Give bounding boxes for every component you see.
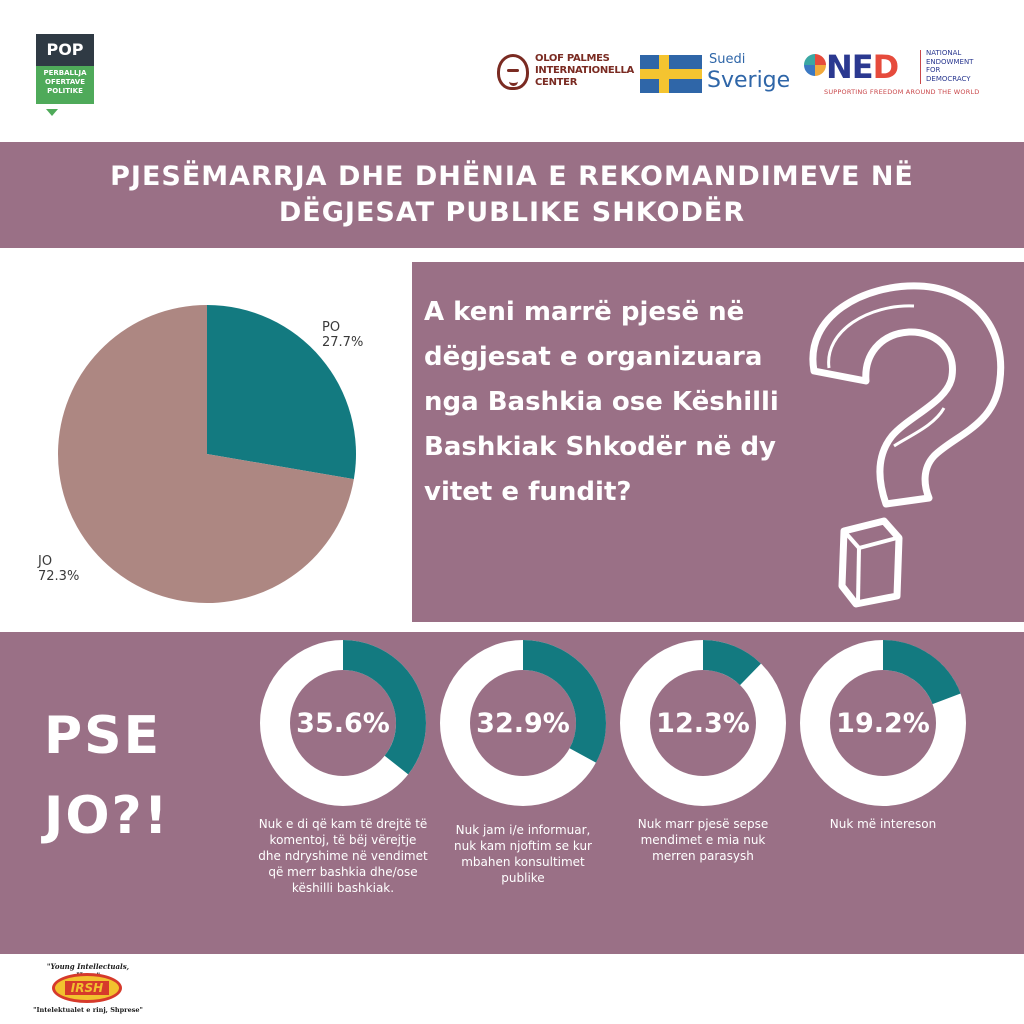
- swedish-flag-icon: [640, 55, 702, 93]
- olof-palme-text: OLOF PALMES INTERNATIONELLA CENTER: [535, 53, 634, 89]
- pie-slice-po: [207, 305, 356, 480]
- ned-description: NATIONAL ENDOWMENT FOR DEMOCRACY: [926, 49, 973, 83]
- donut-segment: [260, 640, 426, 806]
- ned-desc-line: ENDOWMENT: [926, 57, 974, 66]
- ned-wordmark: NED: [826, 48, 900, 86]
- ned-logo: NED NATIONAL ENDOWMENT FOR DEMOCRACY SUP…: [804, 48, 994, 98]
- ned-letter: N: [826, 48, 853, 86]
- portrait-icon: [497, 54, 529, 90]
- reason-donut: 12.3%: [618, 638, 788, 808]
- olof-palme-center-logo: OLOF PALMES INTERNATIONELLA CENTER: [497, 52, 634, 94]
- pie-label-name: JO: [38, 554, 53, 569]
- pop-logo-line: OFERTAVE: [45, 78, 85, 86]
- pop-logo-text: PERBALLJA OFERTAVE POLITIKE: [36, 66, 94, 104]
- donut-value: 12.3%: [656, 707, 750, 739]
- page-title: PJESËMARRJA DHE DHËNIA E REKOMANDIMEVE N…: [110, 161, 914, 228]
- donut-segment: [620, 640, 786, 806]
- speech-tail-icon: [46, 109, 58, 116]
- donut-chart: [260, 640, 426, 806]
- reason-donut: 32.9%: [438, 638, 608, 808]
- reason-donut: 19.2%: [798, 638, 968, 808]
- donut-caption: Nuk e di që kam të drejtë të komentoj, t…: [258, 817, 428, 895]
- ned-desc-line: DEMOCRACY: [926, 74, 971, 83]
- sweden-small-text: Suedi: [709, 52, 746, 67]
- olof-line: INTERNATIONELLA: [535, 65, 635, 76]
- donut-value: 19.2%: [836, 707, 930, 739]
- donut-caption: Nuk jam i/e informuar, nuk kam njoftim s…: [454, 823, 592, 885]
- olof-line: OLOF PALMES: [535, 53, 610, 64]
- pop-logo-line: PERBALLJA: [43, 69, 87, 77]
- donut-chart: [800, 640, 966, 806]
- pie-label-jo: JO 72.3%: [38, 554, 79, 584]
- divider: [920, 50, 921, 84]
- donut-caption: Nuk më intereson: [829, 817, 937, 831]
- question-panel: A keni marrë pjesë në dëgjesat e organiz…: [412, 262, 1024, 622]
- pie-label-value: 27.7%: [322, 335, 364, 350]
- pie-label-po: PO 27.7%: [322, 320, 363, 350]
- donut-caption: Nuk marr pjesë sepse mendimet e mia nuk …: [637, 817, 769, 863]
- ned-star-icon: [804, 54, 826, 76]
- olof-line: CENTER: [535, 77, 578, 88]
- sweden-big-text: Sverige: [707, 68, 791, 93]
- irsh-mark: IRSH: [64, 981, 110, 995]
- title-band: PJESËMARRJA DHE DHËNIA E REKOMANDIMEVE N…: [0, 142, 1024, 248]
- pie-slice-jo: [58, 305, 354, 603]
- participation-pie-chart: PO 27.7% JO 72.3%: [0, 270, 410, 620]
- irsh-bottom-text: "Intelektualet e rinj, Shprese": [33, 1006, 143, 1014]
- donut-segment: [440, 640, 606, 806]
- reasons-section: PSE JO?! 35.6% Nuk e di që kam të drejtë…: [0, 632, 1024, 954]
- question-mark-icon: [809, 282, 1005, 608]
- pop-logo: POP PERBALLJA OFERTAVE POLITIKE: [36, 34, 94, 116]
- pop-logo-line: POLITIKE: [47, 87, 83, 95]
- irsh-emblem: IRSH: [52, 973, 122, 1003]
- ned-desc-line: FOR: [926, 66, 941, 74]
- why-not-line: PSE: [44, 706, 162, 766]
- ned-letter: D: [872, 48, 900, 86]
- pie-label-name: PO: [322, 320, 341, 335]
- pop-logo-mark: POP: [36, 34, 94, 66]
- why-not-line: JO?!: [44, 786, 170, 846]
- irsh-logo: "Young Intellectuals, Hope" IRSH "Intele…: [30, 962, 146, 1018]
- reason-donut: 35.6%: [258, 638, 428, 808]
- donut-chart: [440, 640, 606, 806]
- sweden-logo: Suedi Sverige: [640, 52, 800, 96]
- why-not-heading: PSE JO?!: [44, 696, 204, 856]
- pie-label-value: 72.3%: [38, 569, 80, 584]
- donut-value: 35.6%: [296, 707, 390, 739]
- ned-letter: E: [851, 48, 874, 86]
- donut-value: 32.9%: [476, 707, 570, 739]
- survey-question: A keni marrë pjesë në dëgjesat e organiz…: [424, 297, 779, 507]
- pie-svg: [58, 305, 356, 603]
- ned-tagline: SUPPORTING FREEDOM AROUND THE WORLD: [824, 88, 980, 96]
- ned-desc-line: NATIONAL: [926, 49, 962, 57]
- donut-chart: [620, 640, 786, 806]
- donut-segment: [800, 640, 966, 806]
